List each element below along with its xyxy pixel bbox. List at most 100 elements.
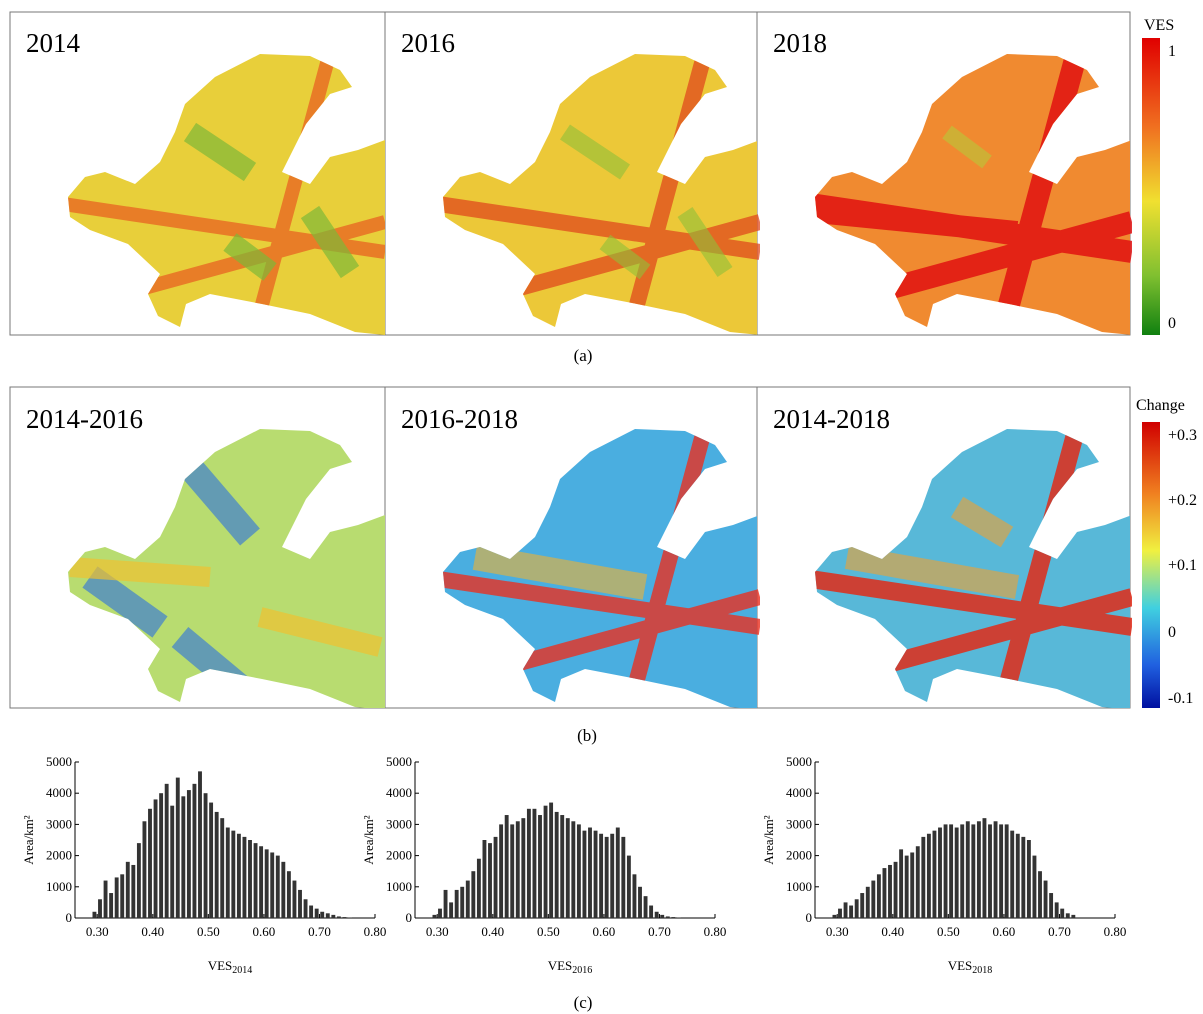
x-tick-label: 0.70: [308, 924, 331, 939]
bar: [231, 831, 235, 918]
bar: [494, 837, 498, 918]
bar: [165, 784, 169, 918]
map-fill: [385, 387, 757, 708]
map: [757, 387, 1132, 708]
bar: [198, 771, 202, 918]
caption: (b): [577, 726, 597, 745]
bar: [115, 877, 119, 918]
x-tick-label: 0.50: [937, 924, 960, 939]
bar: [226, 828, 230, 918]
bar: [343, 917, 347, 918]
figure: 2014 2016 2018 VES 1 0 (a) 2014-2016 201…: [0, 0, 1203, 1014]
y-tick-label: 4000: [786, 785, 812, 800]
x-tick-label: 0.30: [426, 924, 449, 939]
bar: [265, 849, 269, 918]
map-title: 2014-2016: [26, 404, 143, 434]
bar: [555, 812, 559, 918]
colorbar-label: 0: [1168, 315, 1176, 332]
bar: [287, 871, 291, 918]
bar: [444, 890, 448, 918]
x-tick-label: 0.60: [993, 924, 1016, 939]
x-axis-title-sub: 2018: [972, 965, 992, 976]
bar: [860, 893, 864, 918]
bar: [237, 834, 241, 918]
bar: [176, 778, 180, 918]
bar: [566, 818, 570, 918]
bar: [315, 909, 319, 918]
bar: [538, 815, 542, 918]
bar: [544, 806, 548, 918]
map-title: 2016: [401, 28, 455, 58]
map: [757, 12, 1132, 335]
bar: [610, 834, 614, 918]
bar: [866, 887, 870, 918]
bar: [326, 913, 330, 918]
bar: [254, 843, 258, 918]
bar: [633, 874, 637, 918]
x-axis-title-main: VES: [948, 958, 973, 973]
bar: [888, 865, 892, 918]
y-tick-label: 2000: [386, 848, 412, 863]
y-axis-title: Area/km²: [761, 815, 776, 864]
x-axis-title-sub: 2014: [232, 965, 252, 976]
bar: [1016, 834, 1020, 918]
bar: [131, 865, 135, 918]
bar: [126, 862, 130, 918]
x-tick-label: 0.80: [1104, 924, 1127, 939]
colorbar-label: -0.1: [1168, 690, 1193, 707]
bar: [899, 849, 903, 918]
map-title: 2018: [773, 28, 827, 58]
colorbar: [1142, 422, 1160, 708]
colorbar-label: +0.2: [1168, 492, 1197, 509]
bar: [159, 793, 163, 918]
x-axis-title-main: VES: [548, 958, 573, 973]
bar: [466, 881, 470, 918]
bar: [927, 834, 931, 918]
bar: [955, 828, 959, 918]
bar: [1038, 871, 1042, 918]
colorbar-title: Change: [1136, 397, 1185, 414]
bar: [627, 856, 631, 918]
colorbar-label: +0.1: [1168, 557, 1197, 574]
bar: [838, 909, 842, 918]
bar: [293, 881, 297, 918]
bar: [871, 881, 875, 918]
bar: [98, 899, 102, 918]
bar: [1055, 902, 1059, 918]
bar: [655, 912, 659, 918]
bar: [331, 915, 335, 918]
bar: [1010, 831, 1014, 918]
bar: [855, 899, 859, 918]
y-tick-label: 1000: [386, 879, 412, 894]
bar: [1005, 824, 1009, 918]
caption: (c): [574, 993, 593, 1012]
bar: [966, 821, 970, 918]
bar: [560, 815, 564, 918]
bar: [187, 790, 191, 918]
bar: [549, 803, 553, 918]
colorbar: [1142, 38, 1160, 335]
colorbar-title: VES: [1144, 17, 1174, 34]
bar: [994, 821, 998, 918]
bar: [298, 890, 302, 918]
y-tick-label: 3000: [46, 816, 72, 831]
bar: [605, 837, 609, 918]
y-tick-label: 4000: [386, 785, 412, 800]
bar: [259, 846, 263, 918]
bar: [471, 871, 475, 918]
bar: [1049, 893, 1053, 918]
bar: [621, 837, 625, 918]
x-tick-label: 0.60: [253, 924, 276, 939]
bar: [104, 881, 108, 918]
caption: (a): [574, 346, 593, 365]
bar: [671, 917, 675, 918]
x-axis-title-main: VES: [208, 958, 233, 973]
y-tick-label: 0: [406, 910, 413, 925]
histograms: 0100020003000400050000.300.400.500.600.7…: [21, 754, 1126, 976]
bar: [983, 818, 987, 918]
bar: [833, 915, 837, 918]
bar: [433, 915, 437, 918]
bar: [583, 831, 587, 918]
bar: [309, 906, 313, 918]
bar: [455, 890, 459, 918]
